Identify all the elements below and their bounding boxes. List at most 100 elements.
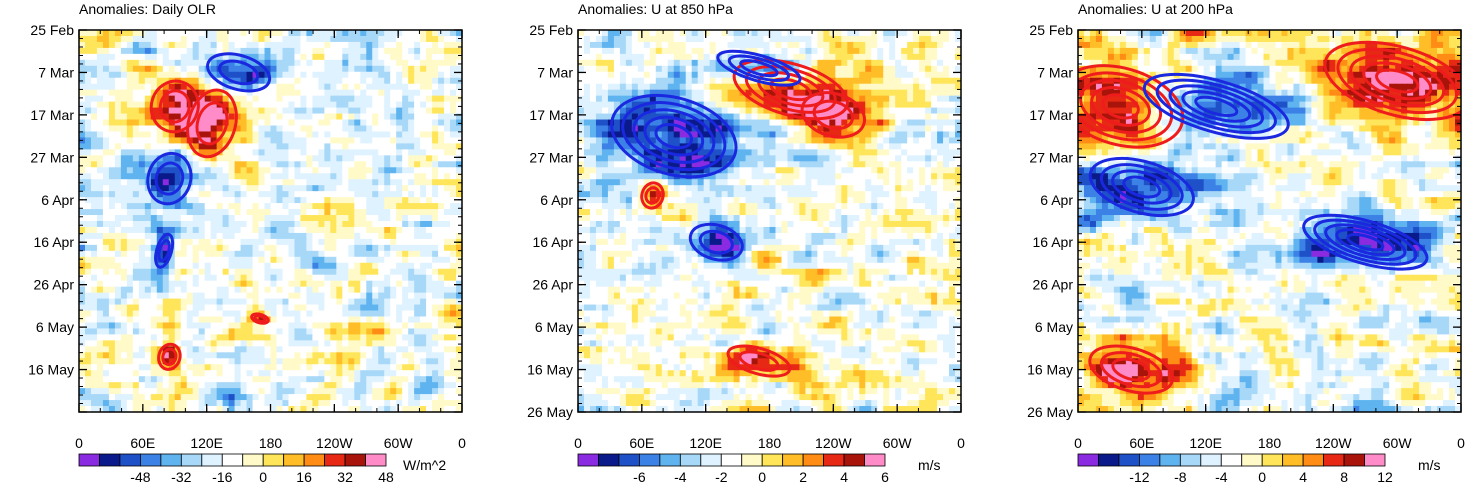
colorbar-swatch bbox=[201, 453, 223, 467]
x-tick-label: 120W bbox=[1315, 435, 1352, 451]
contour-layer bbox=[1078, 40, 1461, 395]
positive-contour bbox=[253, 314, 267, 323]
colorbar-unit: m/s bbox=[1418, 457, 1441, 473]
positive-contour bbox=[250, 312, 270, 325]
positive-contour bbox=[161, 347, 178, 367]
contour-layer bbox=[610, 49, 867, 378]
x-tick-label: 60W bbox=[384, 435, 414, 451]
colorbar-swatch bbox=[365, 453, 387, 467]
colorbar-label: -8 bbox=[1174, 469, 1187, 485]
positive-contour bbox=[1349, 54, 1446, 108]
negative-contour bbox=[1194, 95, 1239, 118]
colorbar-swatch bbox=[1282, 453, 1304, 467]
negative-contour bbox=[1099, 163, 1184, 211]
y-tick-label: 6 May bbox=[1035, 319, 1073, 335]
y-tick-label: 6 Apr bbox=[540, 192, 573, 208]
y-tick-label: 6 Apr bbox=[1040, 192, 1073, 208]
heatmap-field bbox=[79, 30, 462, 412]
positive-contour bbox=[1078, 71, 1174, 142]
x-tick-label: 60W bbox=[883, 435, 913, 451]
y-axis: 25 Feb 7 Mar 17 Mar 27 Mar 6 Apr 16 Apr 26 Apr… bbox=[1027, 22, 1461, 420]
y-tick-label: 17 Mar bbox=[30, 107, 74, 123]
colorbar-swatch bbox=[618, 453, 640, 467]
colorbar-label: 0 bbox=[1258, 469, 1266, 485]
colorbar: -12 -8 -4 0 4 8 12 bbox=[1077, 453, 1393, 485]
colorbar-swatch bbox=[262, 453, 285, 467]
colorbar-swatch bbox=[221, 453, 244, 467]
panel-title: Anomalies: Daily OLR bbox=[79, 1, 216, 17]
x-tick-label: 60W bbox=[1383, 435, 1413, 451]
colorbar-swatch bbox=[1261, 453, 1284, 467]
colorbar-swatch bbox=[1139, 453, 1161, 467]
colorbar-swatch bbox=[639, 453, 661, 467]
colorbar-label: 16 bbox=[296, 469, 312, 485]
colorbar-label: -2 bbox=[715, 469, 728, 485]
colorbar-swatch bbox=[700, 453, 722, 467]
colorbar-swatch bbox=[679, 453, 702, 467]
negative-contour bbox=[688, 222, 744, 262]
positive-contour bbox=[149, 79, 200, 134]
y-tick-label: 7 Mar bbox=[1037, 64, 1073, 80]
y-axis: 25 Feb 7 Mar 17 Mar 27 Mar 6 Apr 16 Apr 26 Apr… bbox=[527, 22, 961, 420]
x-tick-label: 0 bbox=[75, 435, 83, 451]
negative-contour bbox=[632, 108, 716, 164]
y-tick-label: 25 Feb bbox=[30, 22, 74, 38]
colorbar-swatch bbox=[242, 453, 264, 467]
x-tick-label: 0 bbox=[458, 435, 466, 451]
colorbar-swatch bbox=[1200, 453, 1222, 467]
x-tick-label: 60E bbox=[1129, 435, 1154, 451]
x-axis: 0 60E 120E 180 120W 60W 0 bbox=[75, 30, 466, 451]
colorbar-label: 8 bbox=[1340, 469, 1348, 485]
colorbar-label: -16 bbox=[212, 469, 232, 485]
y-tick-label: 17 Mar bbox=[1029, 107, 1073, 123]
colorbar: -6 -4 -2 0 2 4 6 bbox=[577, 453, 889, 485]
colorbar-swatch bbox=[1364, 453, 1386, 467]
colorbar-swatch bbox=[324, 453, 346, 467]
y-tick-label: 26 Apr bbox=[34, 277, 75, 293]
positive-contour bbox=[1099, 351, 1163, 389]
colorbar-label: 6 bbox=[881, 469, 889, 485]
colorbar-label: -12 bbox=[1129, 469, 1149, 485]
heatmap-field bbox=[578, 30, 961, 412]
colorbar-swatch bbox=[180, 453, 203, 467]
panel-u200: Anomalies: U at 200 hPa 25 Feb 7 Mar 17 Ma… bbox=[1027, 1, 1465, 485]
colorbar-unit: m/s bbox=[918, 457, 941, 473]
negative-contour bbox=[1122, 175, 1162, 199]
colorbar: -48 -32 -16 0 16 32 48 bbox=[78, 453, 394, 485]
y-tick-label: 26 May bbox=[527, 404, 573, 420]
x-tick-label: 120W bbox=[815, 435, 852, 451]
colorbar-swatch bbox=[283, 453, 305, 467]
panel-title: Anomalies: U at 850 hPa bbox=[578, 1, 733, 17]
y-tick-label: 6 May bbox=[535, 319, 573, 335]
negative-contour bbox=[1346, 232, 1385, 252]
contour-layer bbox=[146, 52, 272, 371]
colorbar-swatch bbox=[99, 453, 121, 467]
negative-contour bbox=[610, 93, 738, 179]
colorbar-label: -48 bbox=[130, 469, 150, 485]
negative-contour bbox=[1313, 218, 1418, 266]
negative-contour bbox=[157, 239, 171, 263]
x-tick-label: 60E bbox=[130, 435, 155, 451]
y-tick-label: 26 Apr bbox=[1033, 277, 1074, 293]
y-tick-label: 6 Apr bbox=[41, 192, 74, 208]
negative-contour bbox=[218, 59, 260, 86]
positive-contour bbox=[1090, 86, 1151, 127]
y-tick-label: 26 Apr bbox=[533, 277, 574, 293]
y-tick-label: 27 Mar bbox=[30, 149, 74, 165]
colorbar-label: 4 bbox=[840, 469, 848, 485]
colorbar-swatch bbox=[1098, 453, 1120, 467]
colorbar-swatch bbox=[1159, 453, 1181, 467]
colorbar-swatch bbox=[1118, 453, 1140, 467]
colorbar-swatch bbox=[119, 453, 141, 467]
colorbar-label: 0 bbox=[758, 469, 766, 485]
negative-contour bbox=[1324, 223, 1407, 261]
x-tick-label: 0 bbox=[574, 435, 582, 451]
positive-contour bbox=[1079, 78, 1163, 135]
positive-contour bbox=[1078, 64, 1185, 149]
colorbar-label: 0 bbox=[259, 469, 267, 485]
positive-contour bbox=[195, 101, 229, 146]
negative-contour bbox=[1181, 90, 1252, 123]
negative-contour bbox=[727, 54, 791, 82]
y-tick-label: 26 May bbox=[1027, 404, 1073, 420]
y-tick-label: 16 Apr bbox=[34, 234, 75, 250]
